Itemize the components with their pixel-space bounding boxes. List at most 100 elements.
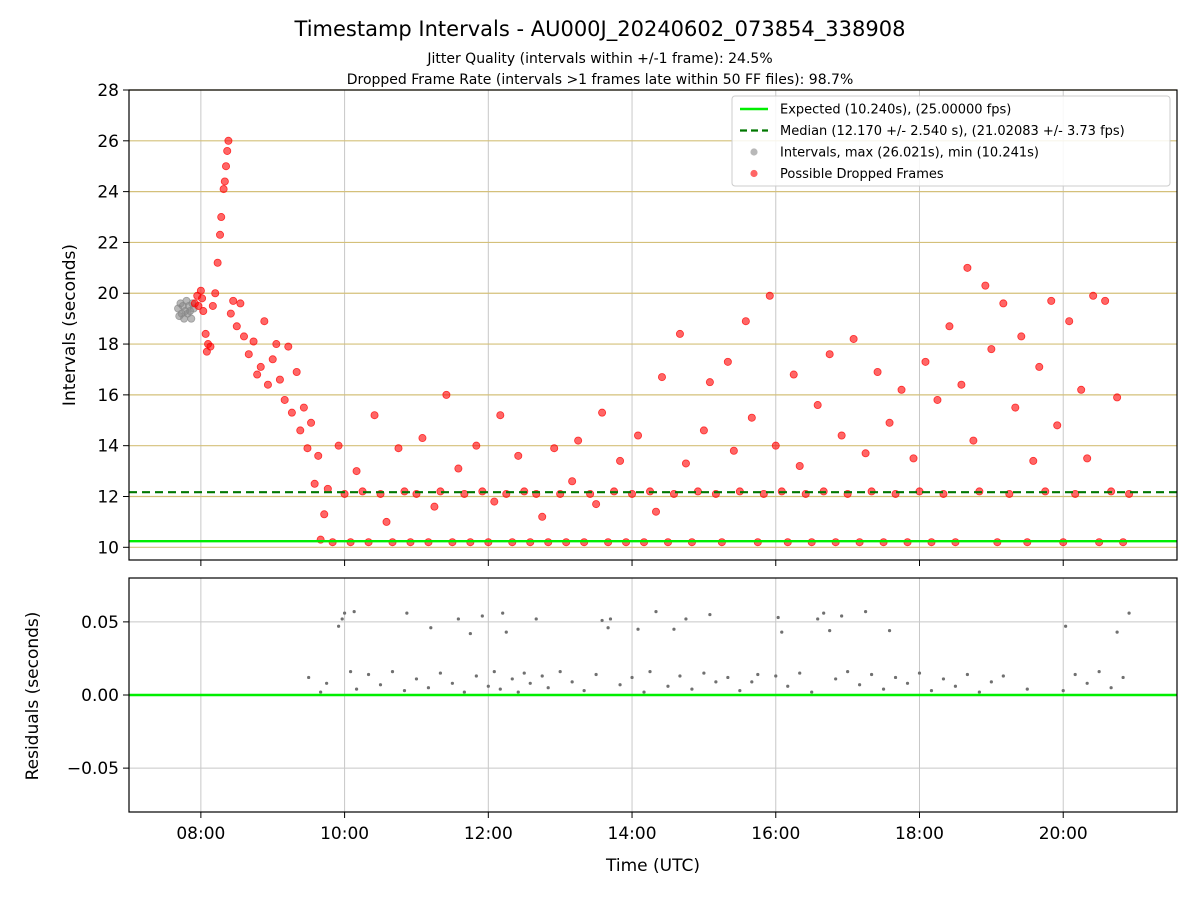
residual-point: [1109, 686, 1113, 690]
residual-point: [450, 681, 454, 685]
x-tick-label: 20:00: [1039, 824, 1088, 844]
residual-point: [522, 671, 526, 675]
dropped-frame-point: [987, 345, 996, 354]
dropped-frame-point: [303, 444, 312, 453]
residual-point: [319, 690, 323, 694]
dropped-frame-point: [634, 431, 643, 440]
top-y-tick-label: 12: [97, 487, 119, 507]
dropped-frame-point: [747, 413, 756, 422]
dropped-frame-point: [885, 418, 894, 427]
residual-point: [426, 686, 431, 690]
residual-point: [352, 610, 356, 614]
residual-point: [468, 631, 472, 636]
dropped-frame-point: [1047, 296, 1056, 305]
residual-point: [798, 671, 802, 675]
dropped-frame-point: [795, 461, 804, 470]
residual-point: [965, 672, 970, 677]
dropped-frame-point: [232, 322, 241, 331]
top-y-tick-label: 14: [97, 437, 119, 457]
dropped-frame-point: [1065, 317, 1074, 326]
dropped-frame-point: [472, 441, 481, 450]
dropped-frame-point: [699, 426, 708, 435]
dropped-frame-point: [759, 489, 768, 498]
dropped-frame-point: [201, 329, 210, 338]
residual-point: [528, 681, 532, 685]
residual-point: [1064, 624, 1068, 628]
residual-point: [606, 626, 610, 630]
dropped-frame-point: [723, 357, 732, 366]
residual-point: [816, 617, 820, 621]
residual-point: [354, 687, 359, 691]
dropped-frame-point: [861, 449, 870, 458]
legend-label: Intervals, max (26.021s), min (10.241s): [780, 146, 1039, 161]
dropped-frame-point: [208, 301, 217, 310]
residual-point: [608, 617, 613, 621]
residual-point: [438, 671, 443, 675]
residual-point: [429, 626, 433, 630]
residual-point: [492, 670, 496, 674]
x-tick-label: 16:00: [751, 824, 800, 844]
residual-point: [642, 690, 646, 694]
dropped-frame-point: [705, 378, 714, 387]
dropped-frame-point: [272, 340, 281, 349]
dropped-frame-point: [1071, 489, 1080, 498]
residual-point: [834, 677, 838, 681]
residual-point: [654, 610, 658, 614]
residual-point: [1097, 670, 1101, 674]
residual-point: [708, 612, 712, 617]
dropped-frame-point: [568, 477, 577, 486]
dropped-frame-point: [651, 507, 660, 516]
top-y-tick-label: 22: [97, 233, 119, 253]
dropped-frame-point: [292, 367, 301, 376]
dropped-frame-point: [729, 446, 738, 455]
dropped-frame-point: [263, 380, 272, 389]
top-y-tick-label: 24: [97, 183, 119, 203]
dropped-frame-point: [352, 467, 361, 476]
residual-point: [828, 629, 832, 633]
residual-point: [498, 687, 502, 691]
dropped-frame-point: [873, 367, 882, 376]
x-tick-label: 18:00: [895, 824, 944, 844]
residual-point: [618, 683, 622, 687]
dropped-frame-point: [220, 177, 229, 186]
residual-point: [774, 674, 778, 678]
top-y-tick-label: 16: [97, 386, 119, 406]
dropped-frame-point: [299, 403, 308, 412]
residual-point: [337, 624, 341, 628]
residual-point: [402, 689, 407, 693]
residual-point: [750, 680, 754, 684]
residual-point: [570, 680, 574, 684]
dropped-frame-point: [198, 294, 207, 303]
bottom-y-tick-label: 0.00: [81, 686, 119, 706]
legend: Expected (10.240s), (25.00000 fps) Median…: [731, 95, 1171, 187]
residual-point: [414, 677, 419, 681]
residual-point: [678, 674, 682, 678]
dropped-frame-point: [307, 418, 316, 427]
top-plot-frame: [128, 89, 1178, 561]
x-axis-label: Time (UTC): [605, 856, 700, 876]
dropped-frame-point: [897, 385, 906, 394]
residual-point: [342, 611, 347, 615]
dropped-frame-point: [430, 502, 439, 511]
dropped-frame-point: [957, 380, 966, 389]
dropped-frame-point: [945, 322, 954, 331]
residual-point: [540, 674, 544, 678]
residual-point: [1085, 681, 1089, 685]
dropped-frame-point: [1083, 454, 1092, 463]
dropped-frame-point: [657, 373, 666, 382]
legend-label: Median (12.170 +/- 2.540 s), (21.02083 +…: [780, 124, 1125, 139]
dropped-frame-point: [222, 162, 231, 171]
dropped-frame-point: [981, 281, 990, 290]
dropped-frame-point: [616, 456, 625, 465]
residual-point: [684, 617, 688, 621]
dropped-frame-point: [217, 213, 226, 222]
residual-point: [1061, 689, 1065, 693]
residual-point: [690, 687, 694, 691]
legend-box: [731, 95, 1171, 187]
residual-point: [887, 629, 892, 633]
dropped-frame-point: [284, 342, 293, 351]
residual-point: [1121, 675, 1125, 680]
residual-point: [348, 670, 353, 674]
residual-point: [1115, 630, 1119, 634]
